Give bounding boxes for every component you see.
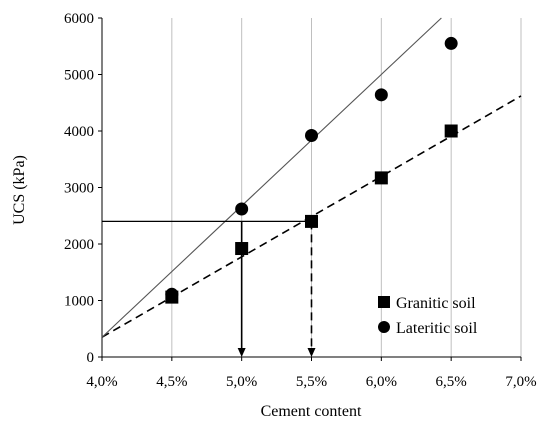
y-tick-label: 6000 bbox=[64, 11, 94, 27]
lateritic-point bbox=[305, 129, 318, 143]
lateritic-point bbox=[235, 202, 249, 216]
lateritic-point bbox=[374, 88, 388, 102]
x-tick-label: 4,0% bbox=[86, 374, 117, 390]
granitic-point bbox=[305, 214, 318, 228]
y-tick-label: 1000 bbox=[64, 294, 94, 310]
x-tick-label: 7,0% bbox=[505, 374, 536, 390]
legend-marker-lateritic bbox=[378, 321, 390, 333]
y-tick-label: 4000 bbox=[64, 124, 94, 140]
granitic-point bbox=[374, 171, 388, 185]
y-tick-label: 3000 bbox=[64, 181, 94, 197]
arrow-head-solid bbox=[237, 348, 246, 357]
granitic-point bbox=[444, 124, 458, 138]
y-tick-labels: 0 1000 2000 3000 4000 5000 6000 bbox=[64, 11, 102, 366]
x-tick-label: 6,0% bbox=[366, 374, 397, 390]
x-tick-label: 5,5% bbox=[296, 374, 327, 390]
arrow-head-dashed bbox=[307, 348, 316, 357]
legend-label-lateritic: Lateritic soil bbox=[396, 320, 478, 337]
data-markers bbox=[165, 36, 458, 304]
annotations bbox=[102, 220, 316, 357]
trendline-lateritic-soil bbox=[101, 17, 442, 338]
y-tick-label: 0 bbox=[87, 350, 95, 366]
x-tick-label: 5,0% bbox=[226, 374, 257, 390]
legend: Granitic soil Lateritic soil bbox=[378, 295, 478, 337]
y-axis-title: UCS (kPa) bbox=[11, 155, 28, 225]
y-tick-label: 2000 bbox=[64, 237, 94, 253]
lateritic-point bbox=[444, 36, 458, 50]
lateritic-point bbox=[165, 287, 179, 301]
granitic-point bbox=[235, 242, 249, 256]
legend-label-granitic: Granitic soil bbox=[396, 295, 476, 312]
y-tick-label: 5000 bbox=[64, 68, 94, 84]
x-tick-labels: 4,0% 4,5% 5,0% 5,5% 6,0% 6,5% 7,0% bbox=[86, 357, 537, 390]
x-tick-label: 4,5% bbox=[156, 374, 187, 390]
x-tick-label: 6,5% bbox=[436, 374, 467, 390]
x-axis-title: Cement content bbox=[261, 403, 362, 420]
legend-marker-granitic bbox=[378, 296, 390, 308]
